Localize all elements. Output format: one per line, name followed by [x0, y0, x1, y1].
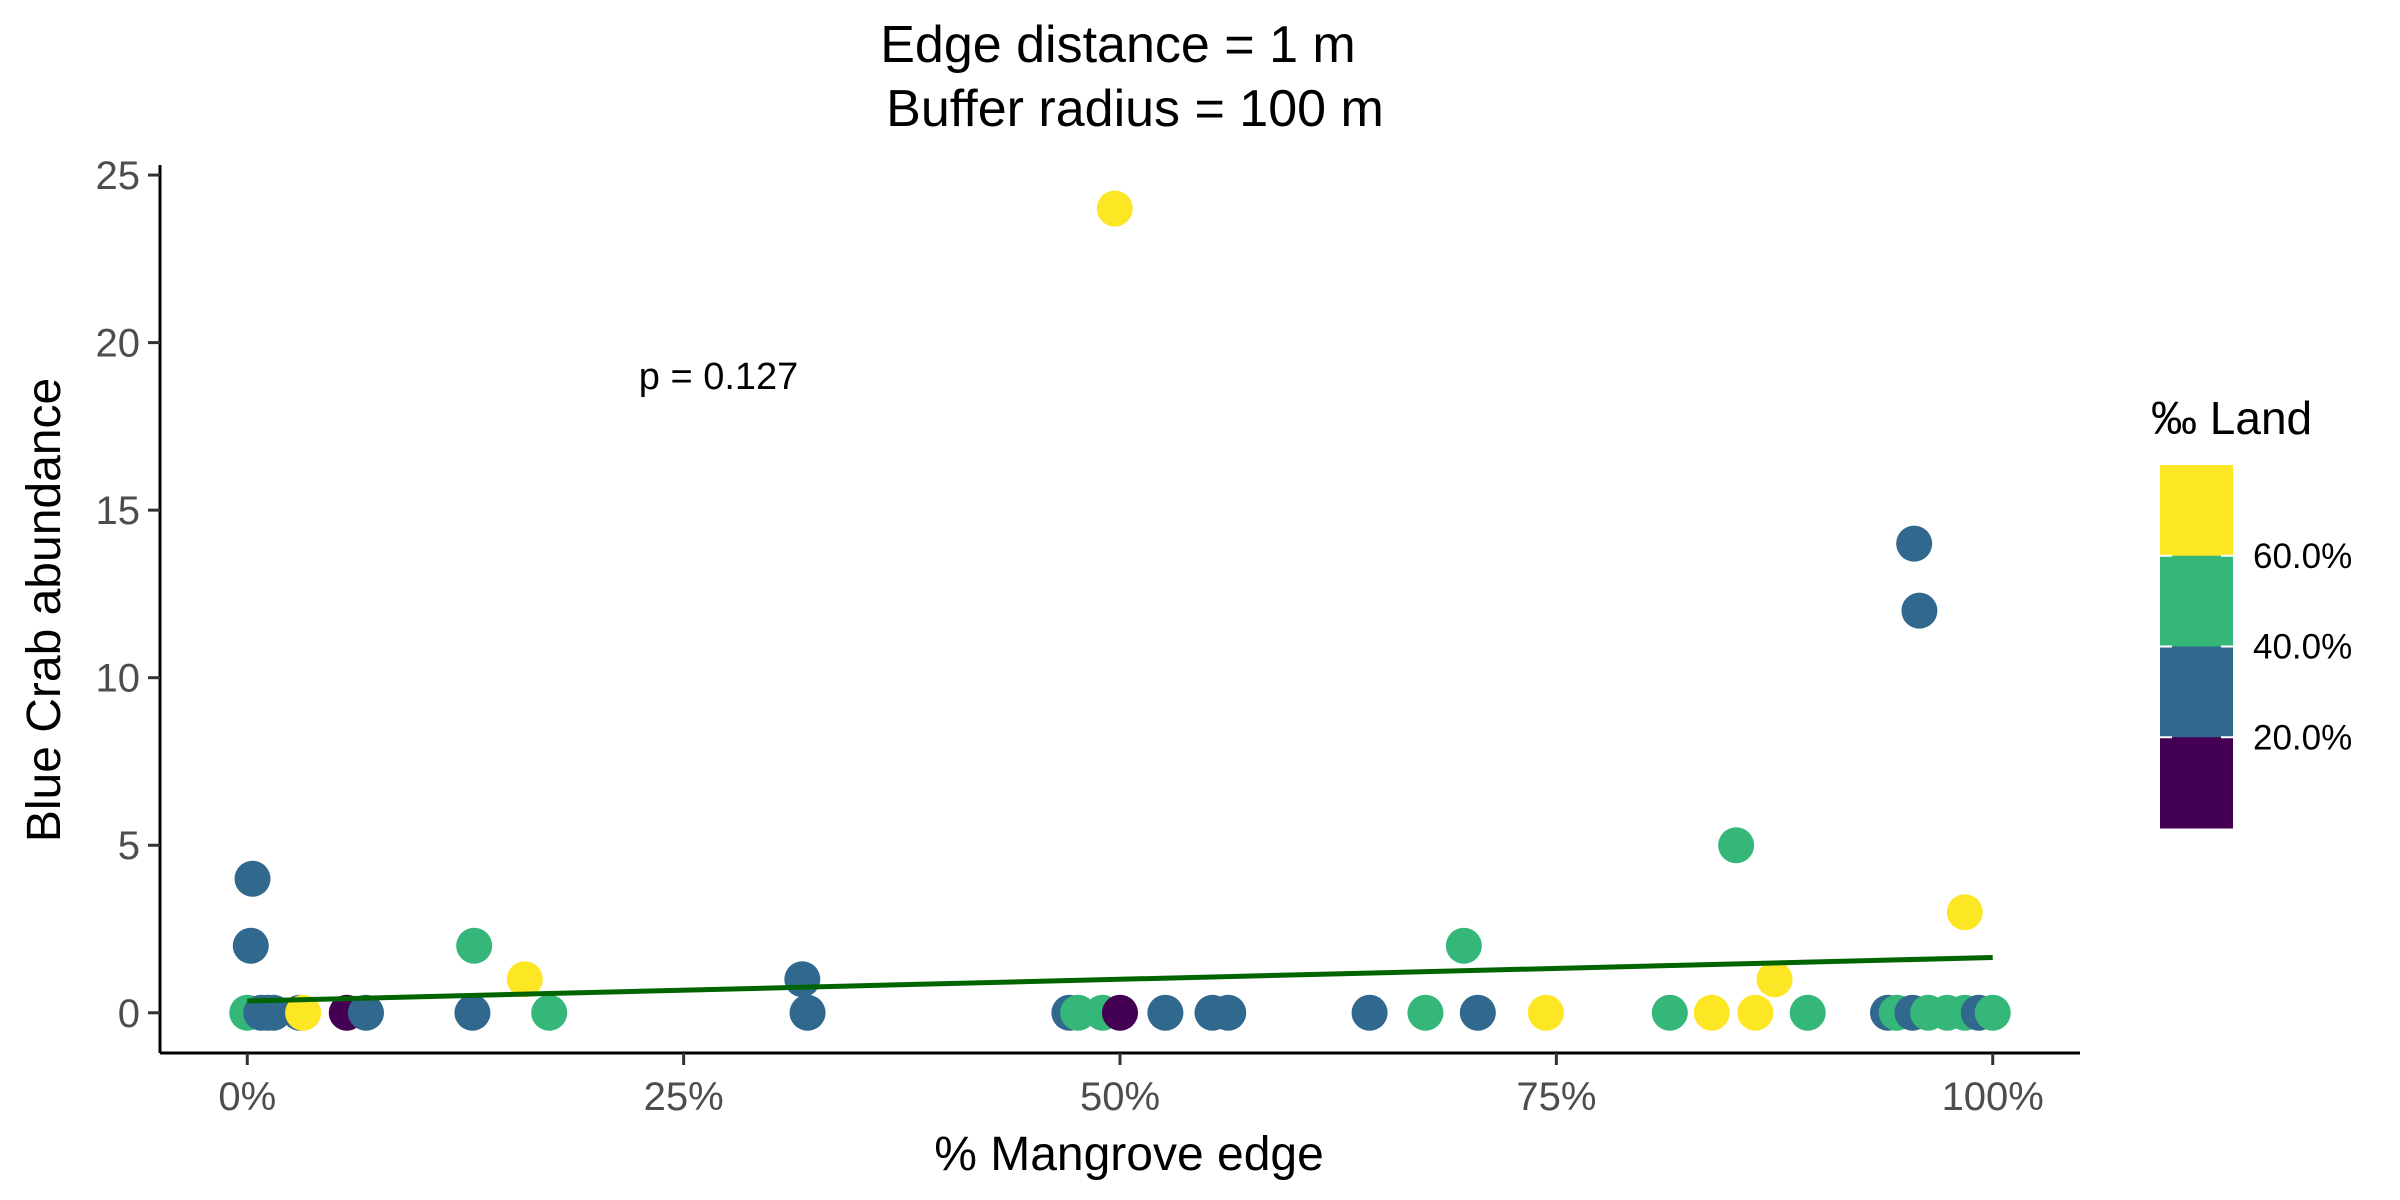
- data-point: [1147, 994, 1184, 1031]
- data-point: [1527, 994, 1564, 1031]
- data-point: [1096, 190, 1133, 227]
- y-tick-label: 10: [96, 657, 141, 701]
- legend-title: ‰ Land: [2151, 392, 2312, 444]
- data-point: [1210, 994, 1247, 1031]
- legend-color-bin: [2160, 555, 2233, 647]
- chart-title-line-2: Buffer radius = 100 m: [886, 80, 1384, 138]
- data-point: [1693, 994, 1730, 1031]
- data-point: [285, 994, 322, 1031]
- data-point: [1445, 927, 1482, 964]
- data-point: [1974, 994, 2011, 1031]
- data-point: [454, 994, 491, 1031]
- trend-line: [247, 954, 1993, 1004]
- data-point: [1901, 592, 1938, 629]
- legend-label: 20.0%: [2253, 718, 2352, 757]
- y-axis-title: Blue Crab abundance: [18, 378, 71, 842]
- legend-color-bin: [2160, 646, 2233, 738]
- x-tick-label: 0%: [218, 1075, 276, 1119]
- x-axis-title: % Mangrove edge: [934, 1128, 1324, 1181]
- data-point: [531, 994, 568, 1031]
- y-tick-label: 0: [118, 992, 140, 1036]
- data-point: [255, 994, 292, 1031]
- data-point: [1102, 994, 1138, 1031]
- data-point: [1351, 994, 1388, 1031]
- x-tick-label: 75%: [1516, 1075, 1596, 1119]
- legend-color-bin: [2160, 465, 2233, 557]
- plot-area: 0 5 10 15 20 25 0% 25% 50% 75% 100%: [96, 154, 2080, 1119]
- data-point: [1946, 894, 1983, 931]
- y-tick-label: 5: [118, 824, 140, 868]
- data-point: [1718, 827, 1755, 864]
- data-point: [1459, 994, 1496, 1031]
- data-point: [784, 961, 821, 998]
- y-tick-label: 20: [96, 322, 141, 366]
- data-point: [347, 994, 384, 1031]
- data-point: [1896, 525, 1933, 562]
- legend-label: 40.0%: [2253, 628, 2352, 667]
- data-point: [1407, 994, 1444, 1031]
- x-tick-label: 25%: [644, 1075, 724, 1119]
- p-value-annotation: p = 0.127: [639, 356, 799, 398]
- chart-title-line-1: Edge distance = 1 m: [880, 16, 1356, 74]
- x-tick-label: 50%: [1080, 1075, 1160, 1119]
- y-tick-label: 25: [96, 154, 141, 198]
- data-point: [232, 927, 269, 964]
- data-point: [1737, 994, 1774, 1031]
- legend-color-bin: [2160, 737, 2233, 829]
- data-point: [456, 927, 493, 964]
- data-point: [1789, 994, 1826, 1031]
- legend: ‰ Land 60.0% 40.0% 20.0%: [2151, 392, 2352, 829]
- data-point: [234, 860, 271, 897]
- data-point: [1651, 994, 1688, 1031]
- x-tick-label: 100%: [1942, 1075, 2044, 1119]
- data-point: [1756, 961, 1793, 998]
- y-tick-label: 15: [96, 489, 141, 533]
- data-point: [789, 994, 826, 1031]
- chart-title: Edge distance = 1 m Buffer radius = 100 …: [880, 16, 1384, 138]
- data-point: [506, 961, 543, 998]
- legend-label: 60.0%: [2253, 537, 2352, 576]
